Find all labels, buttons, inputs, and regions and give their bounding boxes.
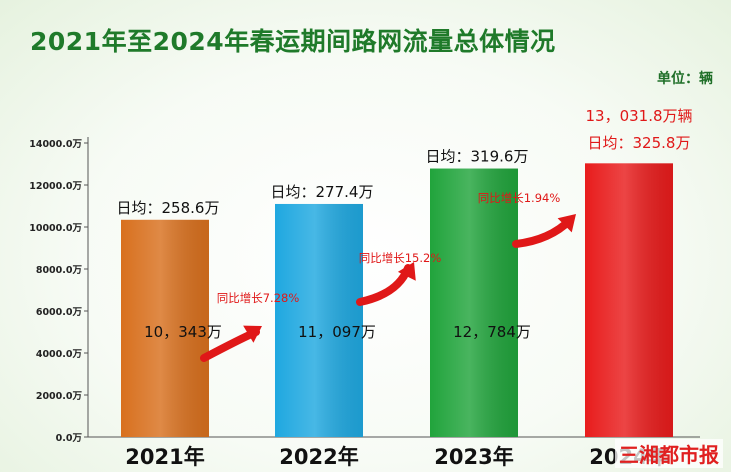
daily-average-label: 日均：325.8万	[588, 134, 691, 152]
bar-shine	[585, 163, 673, 437]
growth-arrowhead	[397, 262, 416, 281]
bar-value-label: 12，784万	[453, 323, 531, 341]
bar-shine	[275, 203, 363, 437]
growth-rate-label: 同比增长7.28%	[217, 291, 300, 305]
watermark: 三湘都市报	[615, 439, 723, 468]
daily-average-label: 日均：277.4万	[271, 183, 374, 201]
x-tick-label: 2021年	[125, 445, 204, 469]
y-tick-label: 8000.0万	[36, 265, 83, 276]
y-tick-label: 6000.0万	[36, 307, 83, 318]
growth-arrowhead	[243, 325, 262, 343]
growth-rate-label: 同比增长15.2%	[359, 251, 442, 265]
y-tick-label: 14000.0万	[29, 139, 82, 150]
bar-shine	[430, 168, 518, 437]
growth-rate-label: 同比增长1.94%	[478, 191, 561, 205]
bar-value-label: 10，343万	[144, 323, 222, 341]
y-tick-label: 10000.0万	[29, 223, 82, 234]
unit-label: 单位：辆	[657, 71, 713, 87]
daily-average-label: 日均：319.6万	[426, 148, 529, 166]
bar-shine	[121, 219, 209, 437]
bar-value-label: 13，031.8万辆	[585, 107, 692, 125]
daily-average-label: 日均：258.6万	[117, 199, 220, 217]
y-tick-label: 4000.0万	[36, 349, 83, 360]
y-tick-label: 2000.0万	[36, 391, 83, 402]
growth-arrowhead	[557, 214, 576, 233]
x-tick-label: 2022年	[279, 445, 358, 469]
growth-arrow	[512, 216, 574, 248]
bar-value-label: 11，097万	[298, 323, 376, 341]
y-tick-label: 0.0万	[56, 433, 83, 444]
x-tick-label: 2023年	[434, 445, 513, 469]
chart-title: 2021年至2024年春运期间路网流量总体情况	[30, 27, 556, 56]
y-tick-label: 12000.0万	[29, 181, 82, 192]
